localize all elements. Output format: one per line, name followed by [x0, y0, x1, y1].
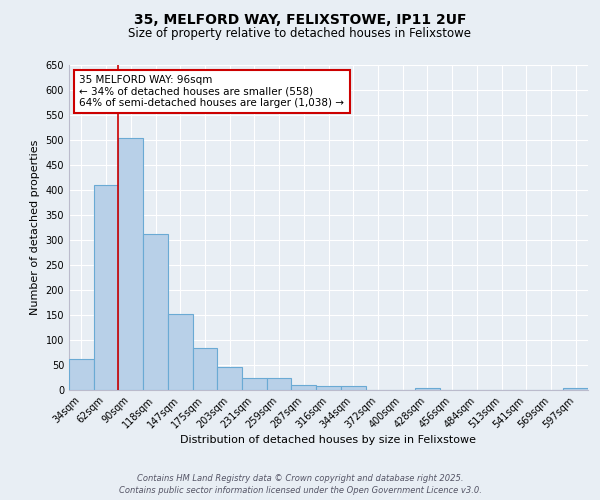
Bar: [168, 314, 193, 390]
Bar: [118, 138, 143, 390]
Bar: [143, 234, 168, 390]
Text: Contains HM Land Registry data © Crown copyright and database right 2025.
Contai: Contains HM Land Registry data © Crown c…: [119, 474, 481, 495]
Bar: [69, 359, 94, 390]
Bar: [94, 185, 118, 390]
Y-axis label: Number of detached properties: Number of detached properties: [30, 140, 40, 315]
Bar: [341, 386, 365, 390]
Bar: [193, 348, 217, 390]
Bar: [217, 366, 242, 390]
Text: 35, MELFORD WAY, FELIXSTOWE, IP11 2UF: 35, MELFORD WAY, FELIXSTOWE, IP11 2UF: [134, 12, 466, 26]
Text: 35 MELFORD WAY: 96sqm
← 34% of detached houses are smaller (558)
64% of semi-det: 35 MELFORD WAY: 96sqm ← 34% of detached …: [79, 74, 344, 108]
Text: Size of property relative to detached houses in Felixstowe: Size of property relative to detached ho…: [128, 28, 472, 40]
Bar: [415, 388, 440, 390]
Bar: [267, 378, 292, 390]
X-axis label: Distribution of detached houses by size in Felixstowe: Distribution of detached houses by size …: [181, 436, 476, 446]
Bar: [563, 388, 588, 390]
Bar: [292, 384, 316, 390]
Bar: [242, 378, 267, 390]
Bar: [316, 386, 341, 390]
